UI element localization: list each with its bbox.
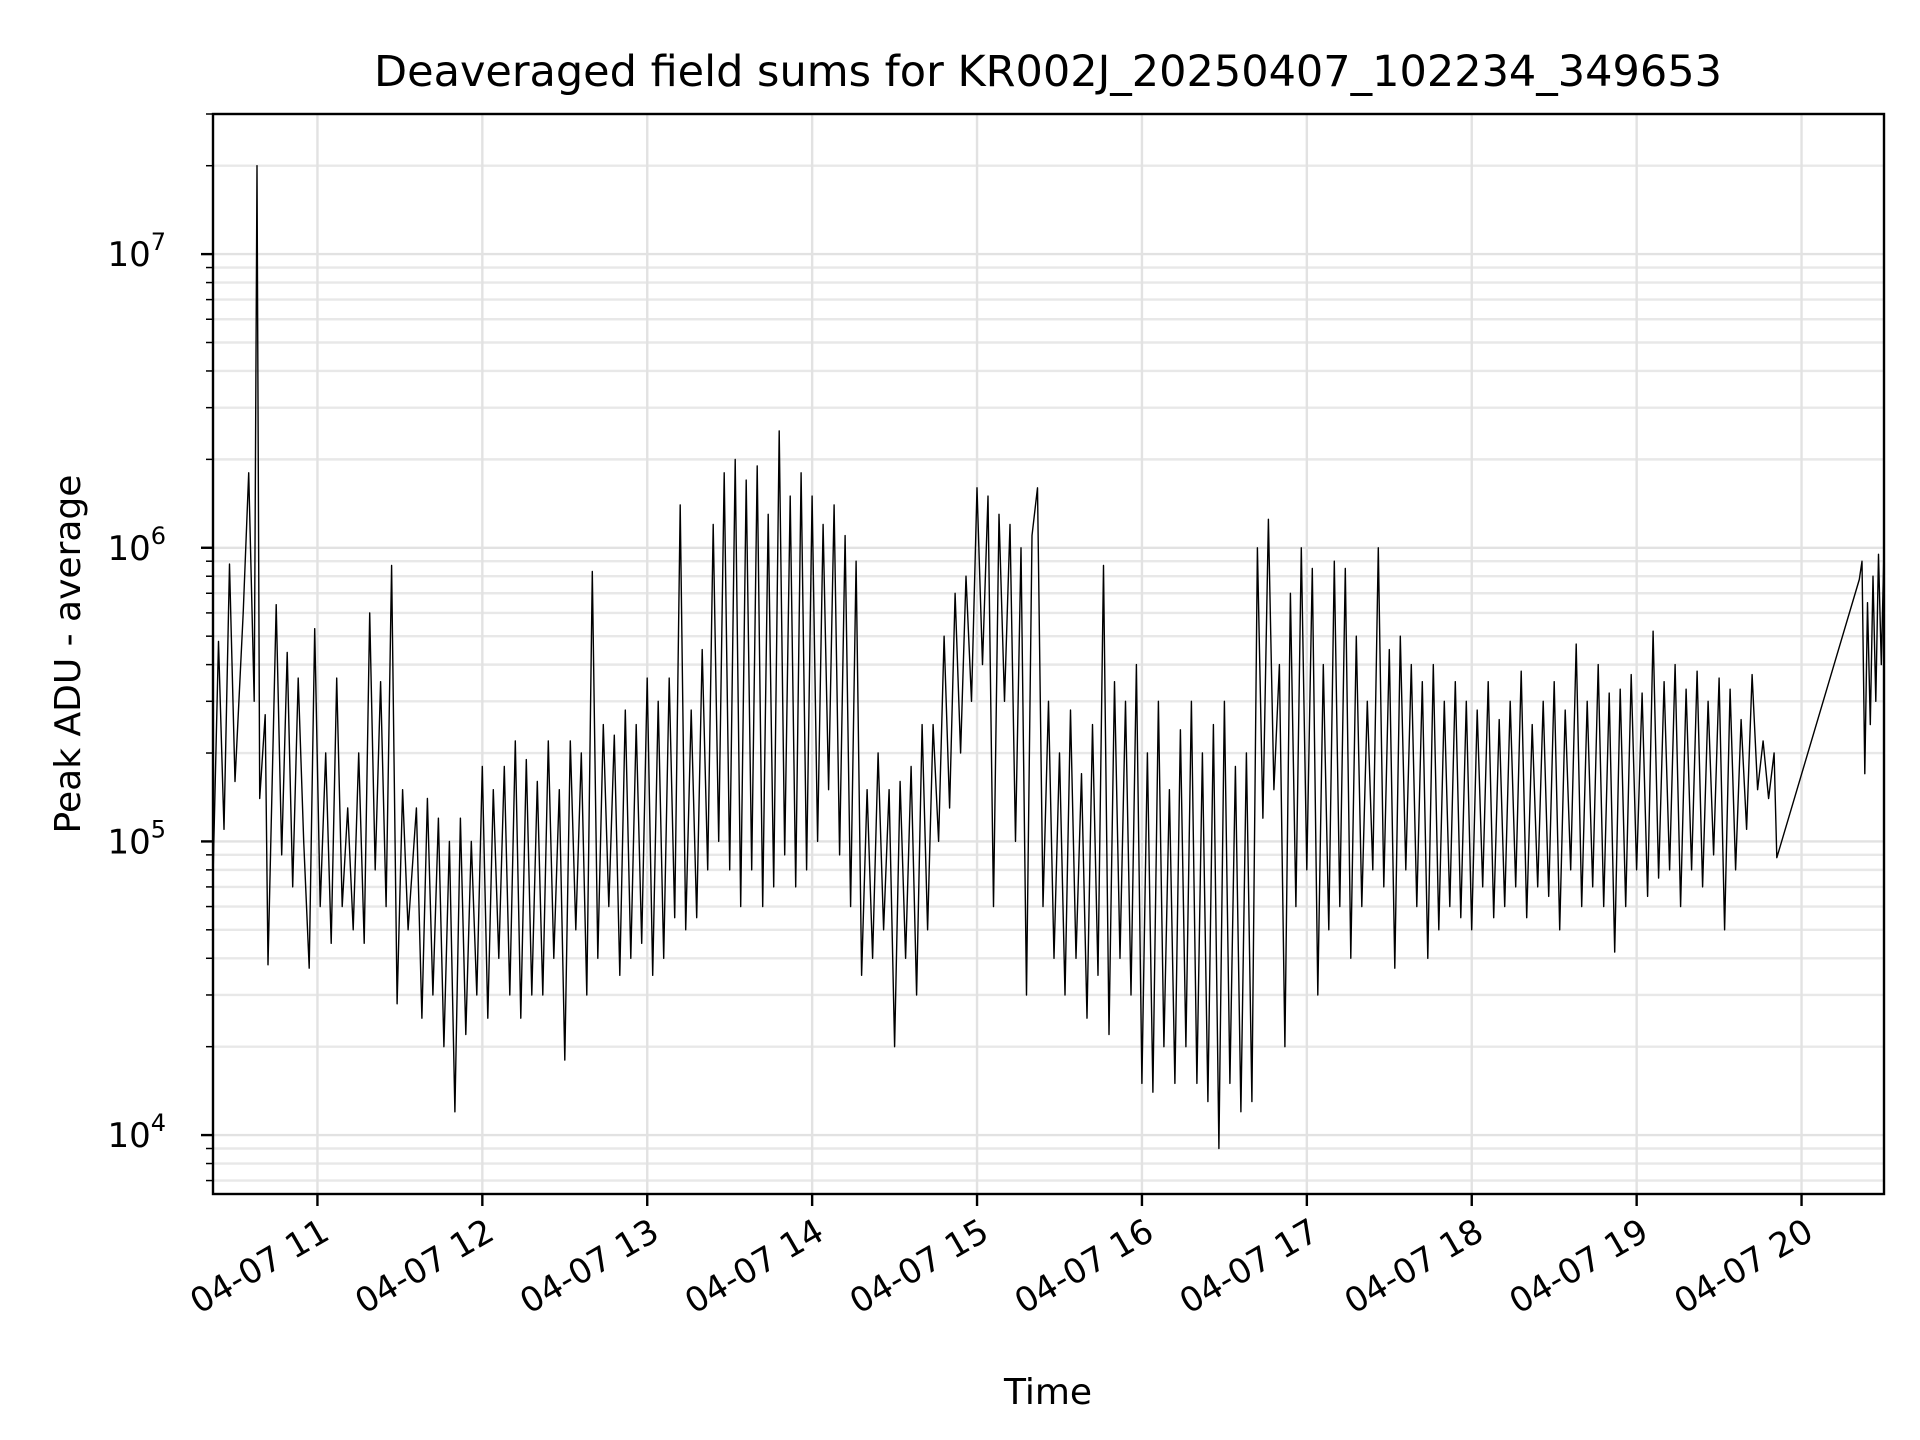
series-layer: [212, 165, 1885, 1150]
chart-title: Deaveraged field sums for KR002J_2025040…: [374, 47, 1722, 97]
series-line: [212, 165, 1885, 1150]
x-axis-label: Time: [1003, 1372, 1092, 1413]
y-tick-label: 107: [107, 228, 166, 275]
y-axis: 104 105 106 107: [107, 113, 213, 1182]
y-tick-label: 106: [107, 522, 166, 569]
y-axis-label: Peak ADU - average: [48, 475, 89, 834]
y-tick-label: 105: [107, 815, 166, 862]
grid-lines: [213, 112, 1884, 1194]
y-tick-label: 104: [107, 1109, 166, 1156]
plot-frame: [211, 112, 1886, 1196]
